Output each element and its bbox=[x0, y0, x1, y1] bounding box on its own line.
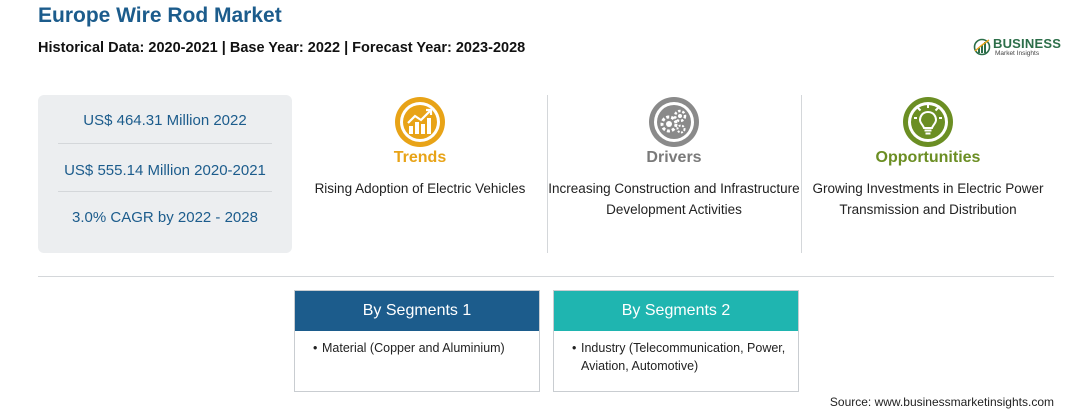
stat-divider bbox=[58, 191, 272, 192]
stat-market-size-historical: US$ 555.14 Million 2020-2021 bbox=[64, 162, 266, 179]
bullet-marker: • bbox=[313, 341, 318, 355]
company-logo: BUSINESS Market Insights bbox=[973, 36, 1063, 60]
opportunities-title: Opportunities bbox=[875, 149, 981, 166]
logo-tagline: Market Insights bbox=[995, 50, 1040, 57]
bullet-marker: • bbox=[572, 341, 577, 355]
page-subtitle: Historical Data: 2020-2021 | Base Year: … bbox=[38, 40, 526, 56]
drivers-title: Drivers bbox=[646, 149, 702, 166]
logo-wordmark: BUSINESS bbox=[993, 36, 1062, 51]
column-divider bbox=[801, 95, 802, 253]
segment-2-item-text: Industry (Telecommunication, Power, Avia… bbox=[581, 341, 786, 373]
gears-icon bbox=[649, 97, 699, 147]
segment-1-title: By Segments 1 bbox=[295, 291, 539, 331]
trends-text: Rising Adoption of Electric Vehicles bbox=[314, 181, 526, 196]
segment-2-item: • Industry (Telecommunication, Power, Av… bbox=[572, 339, 788, 375]
market-stats-panel: US$ 464.31 Million 2022 US$ 555.14 Milli… bbox=[38, 95, 292, 253]
opportunities-text: Growing Investments in Electric Power Tr… bbox=[812, 181, 1044, 217]
section-divider bbox=[38, 276, 1054, 277]
segment-card-2: By Segments 2 • Industry (Telecommunicat… bbox=[553, 290, 799, 392]
drivers-text: Increasing Construction and Infrastructu… bbox=[548, 181, 800, 217]
segment-1-item-text: Material (Copper and Aluminium) bbox=[322, 341, 505, 355]
logo-globe-icon bbox=[973, 38, 991, 56]
column-divider bbox=[547, 95, 548, 253]
source-credit: Source: www.businessmarketinsights.com bbox=[829, 395, 1054, 409]
stat-divider bbox=[58, 143, 272, 144]
chart-growth-icon bbox=[395, 97, 445, 147]
segment-card-1: By Segments 1 • Material (Copper and Alu… bbox=[294, 290, 540, 392]
stat-cagr: 3.0% CAGR by 2022 - 2028 bbox=[72, 209, 258, 226]
lightbulb-icon bbox=[903, 97, 953, 147]
page-title: Europe Wire Rod Market bbox=[38, 4, 282, 27]
segment-2-title: By Segments 2 bbox=[554, 291, 798, 331]
trends-title: Trends bbox=[393, 149, 447, 166]
stat-market-size-2022: US$ 464.31 Million 2022 bbox=[83, 112, 247, 129]
segment-1-item: • Material (Copper and Aluminium) bbox=[313, 339, 529, 357]
